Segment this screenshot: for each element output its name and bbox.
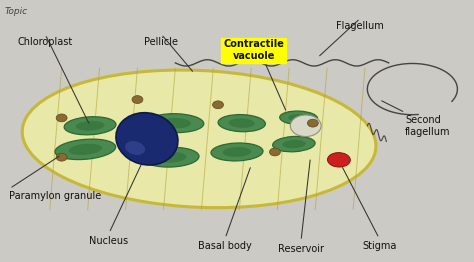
Ellipse shape — [229, 118, 255, 128]
Ellipse shape — [223, 147, 251, 157]
Ellipse shape — [55, 139, 116, 160]
Ellipse shape — [147, 114, 204, 133]
Text: Pellicle: Pellicle — [144, 37, 178, 47]
Ellipse shape — [64, 117, 116, 135]
Ellipse shape — [116, 113, 178, 165]
Ellipse shape — [211, 143, 263, 161]
Text: Reservoir: Reservoir — [278, 244, 324, 254]
Ellipse shape — [269, 148, 280, 156]
Ellipse shape — [328, 153, 350, 167]
Ellipse shape — [132, 96, 143, 103]
Ellipse shape — [307, 119, 319, 127]
Ellipse shape — [212, 101, 224, 109]
Text: Stigma: Stigma — [362, 241, 396, 251]
Ellipse shape — [76, 121, 104, 131]
Ellipse shape — [125, 141, 145, 155]
Ellipse shape — [290, 115, 321, 137]
Ellipse shape — [142, 147, 199, 167]
Ellipse shape — [69, 144, 102, 155]
Ellipse shape — [273, 137, 315, 152]
Text: Flagellum: Flagellum — [337, 21, 384, 31]
Text: Nucleus: Nucleus — [90, 236, 128, 246]
Text: Contractile
vacuole: Contractile vacuole — [223, 39, 284, 61]
Ellipse shape — [282, 140, 306, 148]
Ellipse shape — [56, 114, 67, 122]
Ellipse shape — [160, 118, 191, 128]
Ellipse shape — [280, 111, 318, 125]
Ellipse shape — [155, 152, 186, 163]
Text: Topic: Topic — [5, 7, 28, 15]
Ellipse shape — [218, 114, 265, 132]
Ellipse shape — [288, 114, 309, 122]
Ellipse shape — [22, 70, 376, 208]
Text: Second
flagellum: Second flagellum — [405, 115, 451, 137]
Text: Paramylon granule: Paramylon granule — [9, 191, 102, 201]
Text: Basal body: Basal body — [198, 241, 252, 251]
Text: Chloroplast: Chloroplast — [18, 37, 73, 47]
Ellipse shape — [56, 153, 67, 161]
